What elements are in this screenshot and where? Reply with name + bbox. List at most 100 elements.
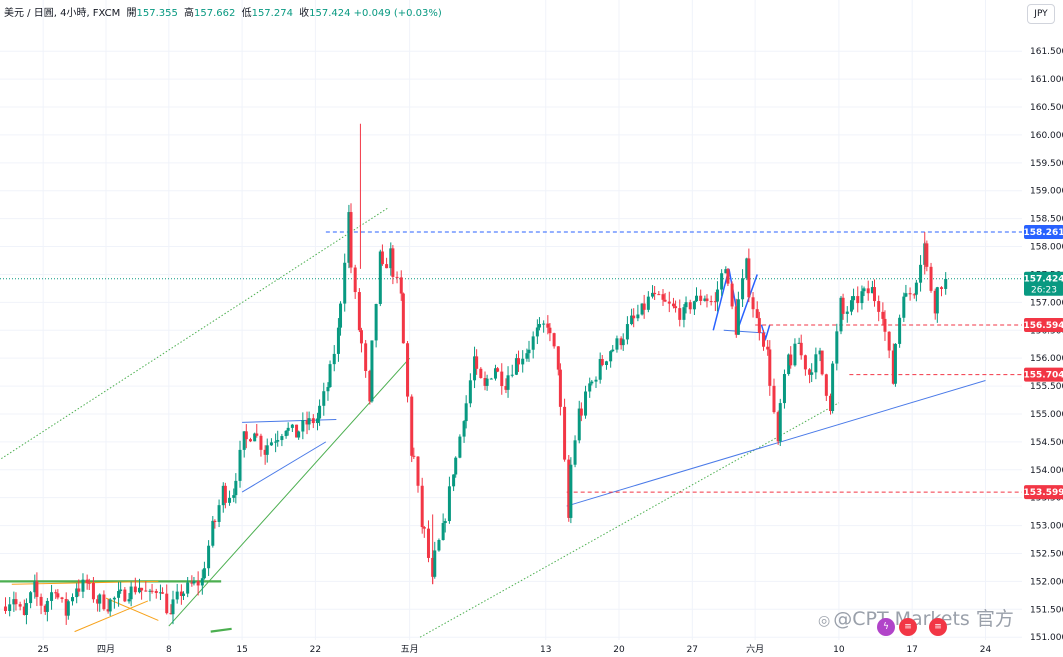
candle-body [527, 349, 531, 354]
candle-body [18, 604, 22, 607]
candle-body [479, 368, 483, 378]
candle-body [307, 418, 311, 425]
candle-body [485, 378, 489, 386]
flag-bottom-blue[interactable] [241, 441, 327, 493]
candle-body [64, 599, 68, 616]
candle-body [724, 269, 728, 274]
candle-body [929, 266, 933, 291]
candle-body [814, 354, 818, 373]
candle-body [841, 297, 845, 314]
candle-body [908, 293, 912, 295]
candle-body [713, 301, 717, 303]
price-axis[interactable]: 161.500 161.000 160.500 160.000 159.500 159.0… [1022, 0, 1063, 657]
current-price-badge[interactable] [1024, 271, 1063, 296]
candle-body [29, 592, 33, 604]
level-badge[interactable] [1024, 318, 1063, 333]
candle-body [845, 311, 849, 314]
candle-body [357, 292, 361, 331]
candle-body [406, 343, 410, 397]
candle-body [504, 386, 508, 390]
symbol-name[interactable]: 美元 / 日圓, 4小時, FXCM [4, 8, 121, 19]
range-orange-diag1[interactable] [74, 600, 149, 633]
candle-body [290, 424, 294, 428]
double-top-blue[interactable] [712, 268, 758, 331]
candle-body [493, 368, 497, 379]
time-tick-label: 五月 [401, 644, 419, 655]
candle-body [818, 350, 822, 355]
candle-body [297, 431, 301, 438]
candle-body [521, 358, 525, 365]
open-label: 開 [126, 8, 137, 19]
candle-body [322, 391, 326, 406]
candle-body [940, 287, 944, 289]
channel-upper-dotted[interactable] [1, 207, 389, 460]
candle-body [106, 609, 110, 612]
rising-support-dotted[interactable] [419, 402, 840, 638]
trendline-blue[interactable] [566, 380, 986, 507]
candle-body [657, 294, 661, 296]
level-badge[interactable] [1024, 485, 1063, 500]
candle-body [535, 327, 539, 337]
candle-body [556, 346, 560, 370]
double-top-check[interactable] [760, 324, 771, 342]
change-value: +0.049 (+0.03%) [353, 8, 442, 19]
candle-body [856, 296, 860, 304]
candle-body [35, 581, 39, 597]
currency-button[interactable]: JPY [1027, 4, 1055, 24]
time-axis[interactable]: 25 四月 8 15 22 五月 13 20 27 六月 10 17 24 [0, 640, 1063, 657]
candle-body [891, 350, 895, 384]
candle-body [944, 278, 948, 289]
chart-drawings[interactable] [0, 207, 986, 638]
candle-body [242, 431, 246, 450]
us-flag-event-icon[interactable]: ≡ [899, 618, 917, 636]
channel-lower-solid[interactable] [168, 357, 411, 627]
candle-body [33, 581, 37, 593]
candle-body [715, 289, 719, 302]
candle-body [548, 327, 552, 334]
candle-body [877, 301, 881, 312]
candle-body [3, 606, 7, 611]
candle-body [646, 296, 650, 310]
candle-body [768, 349, 772, 386]
price-tick-label: 153.000 [1030, 522, 1063, 532]
earnings-event-icon[interactable]: ϟ [877, 618, 895, 636]
candle-body [839, 297, 843, 332]
candle-body [537, 324, 541, 328]
candlestick-series [3, 123, 948, 625]
candle-body [454, 457, 458, 475]
candle-body [8, 604, 12, 611]
level-badge[interactable] [1024, 367, 1063, 382]
candle-body [207, 545, 211, 569]
candle-body [399, 277, 403, 294]
candle-body [709, 301, 713, 303]
candle-body [808, 369, 812, 375]
high-value: 157.662 [194, 8, 236, 19]
candle-body [181, 593, 185, 596]
price-levels[interactable] [0, 231, 1022, 493]
us-flag-event-icon-2[interactable]: ≡ [929, 618, 947, 636]
time-tick-label: 10 [833, 645, 845, 655]
open-value: 157.355 [136, 8, 178, 19]
candle-body [255, 433, 259, 436]
candle-body [734, 306, 738, 335]
candle-body [81, 579, 85, 592]
price-tick-label: 161.500 [1030, 47, 1063, 57]
price-tick-label: 151.500 [1030, 605, 1063, 615]
candle-body [726, 269, 730, 284]
price-tick-label: 159.000 [1030, 187, 1063, 197]
candle-body [286, 427, 290, 431]
price-tick-label: 154.000 [1030, 466, 1063, 476]
candle-body [778, 403, 782, 442]
candle-body [148, 590, 152, 592]
candle-body [651, 292, 655, 297]
candle-body [902, 296, 906, 318]
candle-body [661, 294, 665, 300]
flag-top-blue[interactable] [242, 419, 337, 423]
price-tick-label: 152.500 [1030, 549, 1063, 559]
level-badge[interactable] [1024, 224, 1063, 239]
low-label: 低 [241, 8, 252, 19]
candle-body [410, 396, 414, 456]
range-bottom-green[interactable] [210, 627, 232, 633]
candle-body [364, 343, 368, 371]
